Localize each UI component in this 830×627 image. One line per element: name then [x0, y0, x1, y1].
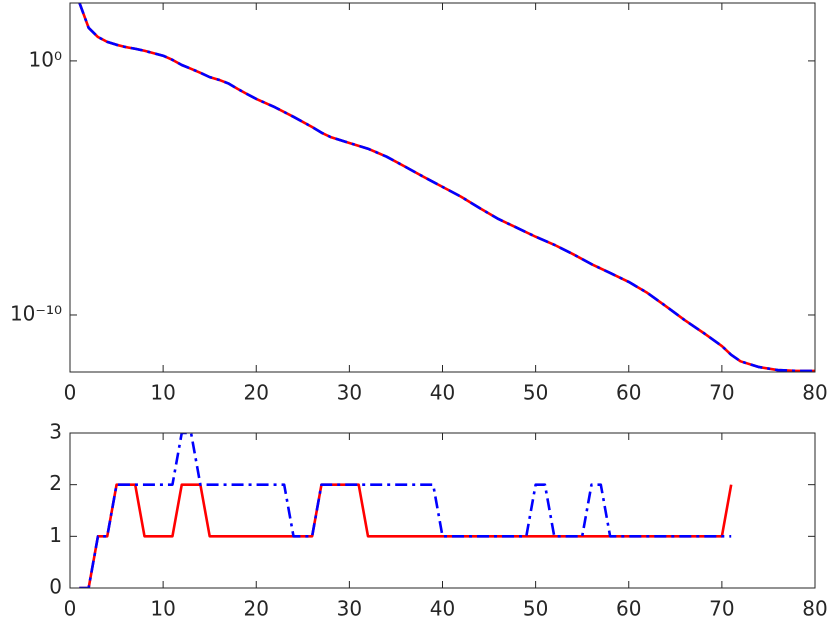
x-tick-label: 70 — [709, 597, 734, 621]
series-line — [79, 433, 732, 588]
x-tick-label: 60 — [616, 381, 641, 405]
x-tick-label: 80 — [802, 381, 827, 405]
y-tick-label: 3 — [49, 420, 62, 444]
x-tick-label: 20 — [244, 597, 269, 621]
x-tick-label: 50 — [523, 597, 548, 621]
x-tick-label: 40 — [430, 381, 455, 405]
x-tick-label: 0 — [64, 381, 77, 405]
y-tick-label: 10⁻¹⁰ — [10, 301, 62, 325]
y-tick-label: 1 — [49, 523, 62, 547]
x-tick-label: 30 — [337, 597, 362, 621]
y-tick-label: 10⁰ — [29, 47, 62, 71]
series-line — [78, 3, 815, 372]
y-tick-label: 0 — [49, 575, 62, 599]
x-tick-label: 10 — [150, 597, 175, 621]
x-tick-label: 30 — [337, 381, 362, 405]
x-tick-label: 50 — [523, 381, 548, 405]
x-tick-label: 80 — [802, 597, 827, 621]
x-tick-label: 70 — [709, 381, 734, 405]
y-tick-label: 2 — [49, 471, 62, 495]
x-tick-label: 20 — [244, 381, 269, 405]
plot-area — [70, 433, 815, 588]
x-tick-label: 10 — [150, 381, 175, 405]
x-tick-label: 60 — [616, 597, 641, 621]
x-tick-label: 0 — [64, 597, 77, 621]
x-tick-label: 40 — [430, 597, 455, 621]
